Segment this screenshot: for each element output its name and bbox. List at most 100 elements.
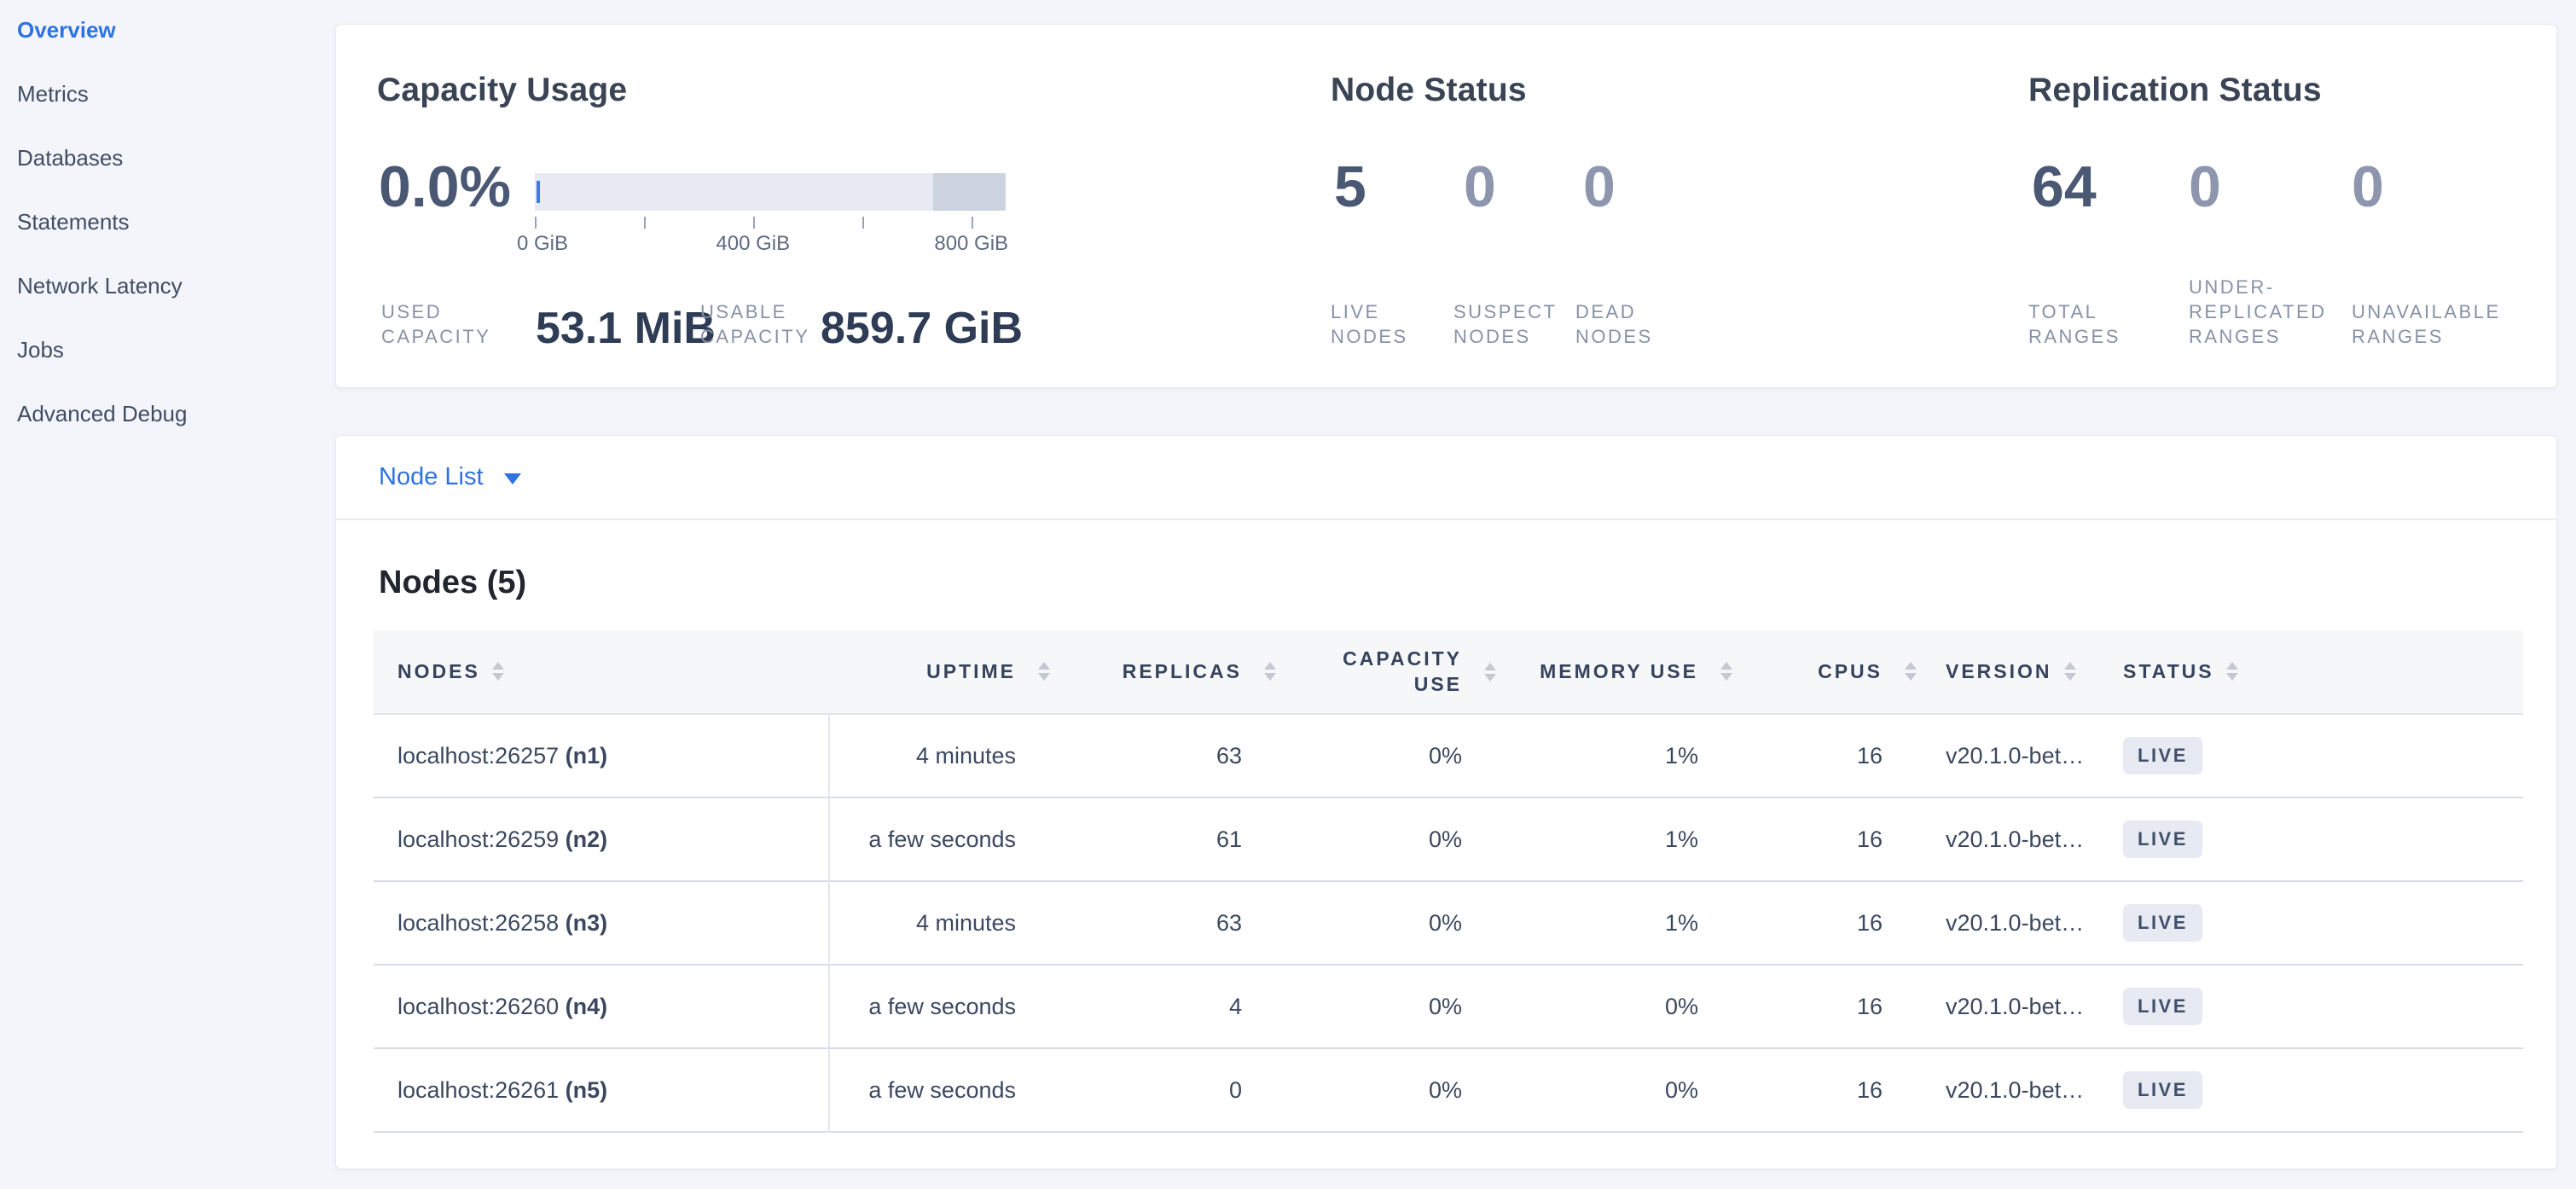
memory-use-cell: 0% [1664, 993, 1698, 1019]
capacity-bar-reserved-segment [933, 173, 1006, 211]
sort-arrows-icon [491, 662, 504, 682]
capacity-use-cell: 0% [1428, 742, 1462, 768]
sort-arrows-icon [1720, 662, 1732, 682]
card-bottom-spacer [336, 1133, 2556, 1169]
sidebar: Overview Metrics Databases Statements Ne… [0, 0, 335, 1189]
sort-arrows-icon [2225, 662, 2238, 682]
status-badge: LIVE [2123, 820, 2202, 859]
sidebar-item-overview[interactable]: Overview [17, 17, 116, 43]
replicas-cell: 61 [1215, 826, 1242, 852]
replicas-cell: 63 [1215, 742, 1242, 768]
sidebar-item-jobs[interactable]: Jobs [17, 337, 64, 362]
axis-label-400: 400 GiB [716, 232, 791, 255]
cpus-cell: 16 [1856, 1076, 1883, 1103]
sidebar-item-databases[interactable]: Databases [17, 145, 124, 171]
node-list-dropdown[interactable]: Node List [379, 463, 521, 491]
node-address-cell: localhost:26257 (n1) [374, 714, 830, 798]
node-list-dropdown-label: Node List [379, 463, 484, 490]
under-replicated-ranges-count: 0 [2189, 154, 2221, 219]
column-label: CAPACITY USE [1343, 647, 1462, 695]
sidebar-item-advanced-debug[interactable]: Advanced Debug [17, 401, 188, 426]
column-header-capacity-use[interactable]: CAPACITY USE [1242, 630, 1496, 714]
column-header-memory-use[interactable]: MEMORY USE [1462, 630, 1732, 714]
status-cell: LIVE [2091, 714, 2523, 798]
sidebar-item-metrics[interactable]: Metrics [17, 81, 89, 107]
live-nodes-count: 5 [1334, 154, 1366, 219]
node-address-cell: localhost:26259 (n2) [374, 798, 830, 881]
capacity-use-cell: 0% [1428, 909, 1462, 936]
replication-status-title: Replication Status [2028, 72, 2322, 108]
capacity-use-cell: 0% [1428, 993, 1462, 1019]
replicas-cell: 4 [1228, 993, 1242, 1019]
column-header-nodes[interactable]: NODES [374, 630, 829, 714]
uptime-cell: 4 minutes [915, 909, 1016, 936]
column-header-status[interactable]: STATUS [2091, 630, 2523, 714]
capacity-use-cell: 0% [1428, 826, 1462, 852]
table-row[interactable]: localhost:26258 (n3) 4 minutes 63 0% 1% … [374, 881, 2523, 965]
replicas-cell: 0 [1228, 1076, 1242, 1103]
table-row[interactable]: localhost:26257 (n1) 4 minutes 63 0% 1% … [374, 714, 2523, 798]
unavailable-ranges-label: UNAVAILABLE RANGES [2352, 301, 2501, 347]
nodes-table: NODES UPTIME REPLICAS CAPACITY USE MEMOR… [374, 630, 2523, 1133]
version-cell: v20.1.0-bet… [1946, 1076, 2085, 1103]
capacity-axis-labels: 0 GiB 400 GiB 800 GiB [517, 232, 1009, 258]
column-label: UPTIME [926, 659, 1016, 682]
cpus-cell: 16 [1856, 909, 1883, 936]
column-label: NODES [397, 659, 480, 682]
uptime-cell: a few seconds [868, 993, 1016, 1019]
table-row[interactable]: localhost:26261 (n5) a few seconds 0 0% … [374, 1048, 2523, 1132]
capacity-usage-percent: 0.0% [379, 154, 511, 219]
main-content: Capacity Usage 0.0% 0 GiB 400 GiB 800 Gi… [335, 24, 2557, 1169]
capacity-bar [535, 173, 1006, 211]
sidebar-item-statements[interactable]: Statements [17, 209, 130, 235]
unavailable-ranges-count: 0 [2352, 154, 2384, 219]
sidebar-item-network-latency[interactable]: Network Latency [17, 273, 183, 299]
uptime-cell: a few seconds [868, 826, 1016, 852]
status-cell: LIVE [2091, 1048, 2523, 1132]
dead-nodes-count: 0 [1583, 154, 1616, 219]
version-cell: v20.1.0-bet… [1946, 742, 2085, 768]
capacity-use-cell: 0% [1428, 1076, 1462, 1103]
status-cell: LIVE [2091, 965, 2523, 1048]
column-header-version[interactable]: VERSION [1883, 630, 2091, 714]
cpus-cell: 16 [1856, 993, 1883, 1019]
sort-arrows-icon [1484, 662, 1496, 682]
axis-label-800: 800 GiB [934, 232, 1009, 255]
capacity-axis-ticks [535, 217, 1006, 229]
node-address-cell: localhost:26258 (n3) [374, 881, 830, 965]
node-address-cell: localhost:26261 (n5) [374, 1048, 830, 1132]
column-header-uptime[interactable]: UPTIME [829, 630, 1050, 714]
node-status-title: Node Status [1331, 72, 1527, 108]
live-nodes-label: LIVE NODES [1331, 301, 1408, 347]
memory-use-cell: 1% [1664, 909, 1698, 936]
axis-label-0: 0 GiB [516, 232, 569, 255]
node-address-cell: localhost:26260 (n4) [374, 965, 830, 1048]
total-ranges-count: 64 [2032, 154, 2097, 219]
chevron-down-icon [503, 473, 521, 484]
column-header-replicas[interactable]: REPLICAS [1016, 630, 1276, 714]
column-label: STATUS [2123, 659, 2214, 682]
cpus-cell: 16 [1856, 742, 1883, 768]
column-label: MEMORY USE [1540, 659, 1698, 682]
cluster-summary-panel: Capacity Usage 0.0% 0 GiB 400 GiB 800 Gi… [335, 24, 2557, 388]
capacity-used-marker [537, 181, 540, 203]
nodes-section-title: Nodes (5) [379, 565, 527, 600]
version-cell: v20.1.0-bet… [1946, 826, 2085, 852]
replicas-cell: 63 [1215, 909, 1242, 936]
status-cell: LIVE [2091, 798, 2523, 881]
column-label: CPUS [1818, 659, 1883, 682]
usable-capacity-label: USABLE CAPACITY [700, 301, 810, 347]
sort-arrows-icon [2063, 662, 2076, 682]
status-badge: LIVE [2123, 903, 2202, 942]
version-cell: v20.1.0-bet… [1946, 993, 2085, 1019]
capacity-usage-gauge: 0 GiB 400 GiB 800 GiB [517, 173, 1009, 258]
under-replicated-ranges-label: UNDER-REPLICATED RANGES [2189, 276, 2327, 347]
sidebar-nav: Overview Metrics Databases Statements Ne… [17, 17, 335, 426]
table-row[interactable]: localhost:26260 (n4) a few seconds 4 0% … [374, 965, 2523, 1048]
capacity-usage-title: Capacity Usage [377, 72, 628, 108]
table-header-row: NODES UPTIME REPLICAS CAPACITY USE MEMOR… [374, 630, 2523, 714]
suspect-nodes-label: SUSPECT NODES [1453, 301, 1558, 347]
column-header-cpus[interactable]: CPUS [1698, 630, 1917, 714]
table-row[interactable]: localhost:26259 (n2) a few seconds 61 0%… [374, 798, 2523, 881]
column-label: VERSION [1946, 659, 2052, 682]
